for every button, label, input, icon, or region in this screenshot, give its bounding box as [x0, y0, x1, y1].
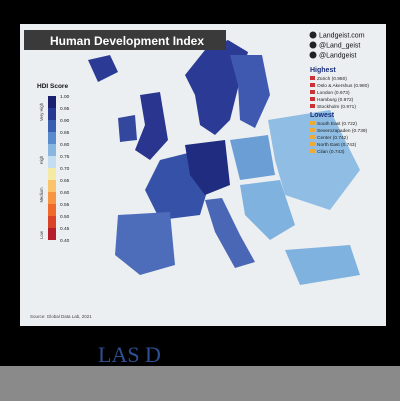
- band-label: Low: [39, 230, 44, 239]
- scale-swatch: [48, 168, 56, 180]
- legend-title: HDI Score: [37, 83, 68, 90]
- list-title: Highest: [310, 67, 336, 74]
- social-icon: [309, 41, 317, 49]
- scale-tick: 0.95: [60, 106, 70, 112]
- list-item: North East (0.743): [317, 142, 357, 148]
- footer-caption: LAS D: [98, 342, 161, 367]
- scale-tick: 0.80: [60, 142, 70, 148]
- band-label: Very High: [39, 102, 44, 121]
- scale-tick: 0.75: [60, 154, 70, 160]
- scale-swatch: [48, 192, 56, 204]
- scale-swatch: [48, 108, 56, 120]
- iberia: [115, 212, 175, 275]
- poland: [230, 135, 275, 180]
- scandinavia: [185, 40, 248, 135]
- scale-tick: 0.40: [60, 238, 70, 244]
- scale-swatch: [48, 96, 56, 108]
- list-item: Center (0.742): [317, 135, 348, 141]
- list-item: Oslo & Akershus (0.980): [317, 83, 369, 89]
- list-item: London (0.973): [317, 90, 350, 96]
- scale-swatch: [48, 228, 56, 240]
- map: [88, 40, 360, 285]
- scale-tick: 0.65: [60, 178, 70, 184]
- scale-tick: 0.70: [60, 166, 70, 172]
- scale-tick: 0.50: [60, 214, 70, 220]
- scale-tick: 0.55: [60, 202, 70, 208]
- social-icon: [309, 31, 317, 39]
- band-label: High: [39, 155, 44, 164]
- title-bar: [24, 30, 226, 50]
- social-links: Landgeist.com @Land_geist @Landgeist: [309, 31, 365, 60]
- flag: [310, 104, 315, 108]
- source: Source: Global Data Lab, 2021: [30, 314, 92, 319]
- scale-swatch: [48, 144, 56, 156]
- flag: [310, 128, 315, 132]
- turkey: [285, 245, 360, 285]
- scale-tick: 0.60: [60, 190, 70, 196]
- scale-swatch: [48, 120, 56, 132]
- scale-swatch: [48, 204, 56, 216]
- band-label: Medium: [39, 187, 44, 202]
- list-title: Lowest: [310, 112, 335, 119]
- list-item: Stockholm (0.971): [317, 104, 356, 110]
- flag: [310, 142, 315, 146]
- scale-tick: 0.90: [60, 118, 70, 124]
- flag: [310, 97, 315, 101]
- scale-tick: 0.45: [60, 226, 70, 232]
- iceland: [88, 55, 118, 82]
- social-icon: [309, 51, 317, 59]
- scale-tick: 0.85: [60, 130, 70, 136]
- flag: [310, 76, 315, 80]
- scale-swatch: [48, 156, 56, 168]
- britain: [135, 92, 168, 160]
- social-handle: @Land_geist: [319, 43, 360, 50]
- flag: [310, 83, 315, 87]
- scale-tick: 1.00: [60, 94, 70, 100]
- list-item: Cilan (0.743): [317, 149, 345, 155]
- list-item: Zürich (0.980): [317, 76, 347, 82]
- region-lists: Highest Zürich (0.980)Oslo & Akershus (0.…: [310, 67, 369, 155]
- flag: [310, 90, 315, 94]
- flag: [310, 121, 315, 125]
- footer-bar: [0, 366, 400, 401]
- balkans: [240, 180, 295, 240]
- finland: [230, 55, 270, 128]
- social-handle: @Landgeist: [319, 53, 357, 60]
- list-item: Severozapaden (0.739): [317, 128, 368, 134]
- color-scale: 1.00 0.95 0.90 0.85 0.80 0.75 0.70 0.65 0.60 0.55…: [39, 94, 70, 244]
- germany: [185, 140, 230, 195]
- east: [268, 110, 360, 210]
- italy: [205, 198, 255, 268]
- list-item: Hamburg (0.972): [317, 97, 354, 103]
- ireland: [118, 115, 137, 142]
- flag: [310, 135, 315, 139]
- scale-swatch: [48, 132, 56, 144]
- scale-swatch: [48, 180, 56, 192]
- scale-swatch: [48, 216, 56, 228]
- flag: [310, 149, 315, 153]
- social-handle: Landgeist.com: [319, 33, 365, 40]
- list-item: South East (0.722): [317, 121, 357, 127]
- title: Human Development Index: [50, 34, 204, 48]
